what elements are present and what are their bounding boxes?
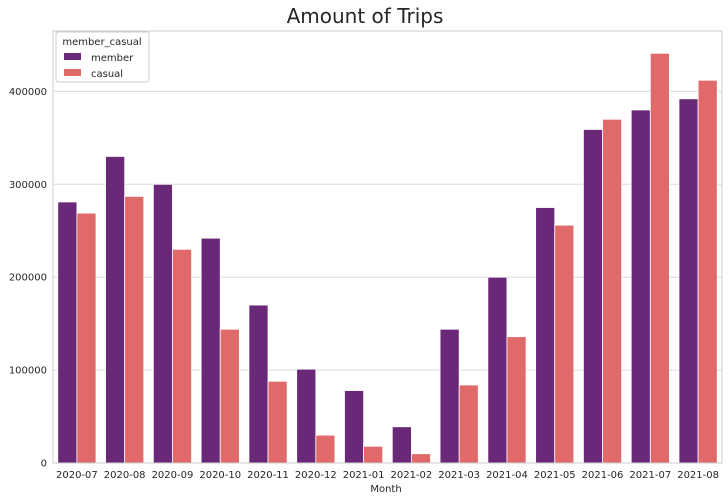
x-axis-ticks: 2020-07 2020-08 2020-09 2020-10 2020-11 2020-… [56, 470, 719, 481]
bar-member-2020-07 [57, 201, 78, 464]
x-tick-label: 2021-05 [534, 470, 576, 481]
y-tick-label: 0 [41, 459, 47, 470]
bar-casual-2020-09 [172, 248, 192, 464]
x-tick-label: 2020-10 [199, 470, 241, 481]
bar-casual-2021-02 [410, 453, 431, 464]
x-tick-label: 2020-08 [104, 470, 146, 481]
y-tick-label: 300000 [9, 180, 47, 191]
legend: member_casual member casual [55, 31, 150, 83]
legend-label-casual: casual [91, 69, 123, 80]
bar-casual-2020-08 [124, 195, 145, 464]
legend-title: member_casual [62, 37, 141, 48]
x-tick-label: 2021-06 [582, 470, 624, 481]
x-tick-label: 2020-11 [247, 470, 289, 481]
bar-casual-2021-03 [458, 384, 479, 464]
bar-casual-2021-08 [697, 79, 718, 464]
y-tick-label: 200000 [9, 273, 47, 284]
chart-title: Amount of Trips [287, 4, 444, 28]
bar-member-2021-04 [487, 276, 508, 464]
x-axis-label: Month [370, 484, 401, 495]
bar-member-2020-10 [200, 237, 221, 464]
bar-casual-2021-05 [554, 224, 575, 464]
bar-casual-2020-11 [267, 380, 288, 464]
x-tick-label: 2021-03 [438, 470, 480, 481]
bar-member-2021-06 [583, 129, 603, 464]
legend-swatch-casual [64, 69, 81, 76]
bar-casual-2020-12 [315, 434, 336, 464]
x-tick-label: 2021-08 [677, 470, 719, 481]
bar-casual-2020-07 [76, 212, 97, 464]
x-tick-label: 2020-09 [152, 470, 194, 481]
x-tick-label: 2021-02 [390, 470, 432, 481]
x-tick-label: 2020-07 [56, 470, 98, 481]
y-tick-label: 100000 [9, 366, 47, 377]
bar-member-2021-01 [344, 390, 365, 464]
bar-member-2020-12 [296, 368, 317, 464]
bar-casual-2021-07 [649, 52, 670, 464]
y-axis-ticks: 0 100000 200000 300000 400000 [9, 87, 47, 470]
y-tick-label: 400000 [9, 87, 47, 98]
legend-swatch-member [64, 53, 81, 60]
bar-casual-2020-10 [219, 328, 240, 464]
bar-member-2021-03 [439, 328, 460, 464]
bar-member-2021-07 [630, 109, 651, 464]
x-tick-label: 2021-07 [629, 470, 671, 481]
bar-member-2020-08 [105, 156, 126, 464]
legend-label-member: member [91, 53, 134, 64]
bar-casual-2021-06 [602, 118, 623, 464]
bar-casual-2021-01 [363, 445, 384, 464]
x-tick-label: 2021-04 [486, 470, 528, 481]
bar-member-2021-08 [678, 98, 699, 464]
bar-member-2020-09 [152, 183, 173, 464]
bar-member-2020-11 [248, 304, 269, 464]
bar-member-2021-02 [391, 426, 412, 464]
bar-casual-2021-04 [506, 336, 527, 464]
x-tick-label: 2020-12 [295, 470, 337, 481]
bar-member-2021-05 [535, 207, 556, 464]
x-tick-label: 2021-01 [343, 470, 385, 481]
plot-frame [52, 30, 723, 464]
